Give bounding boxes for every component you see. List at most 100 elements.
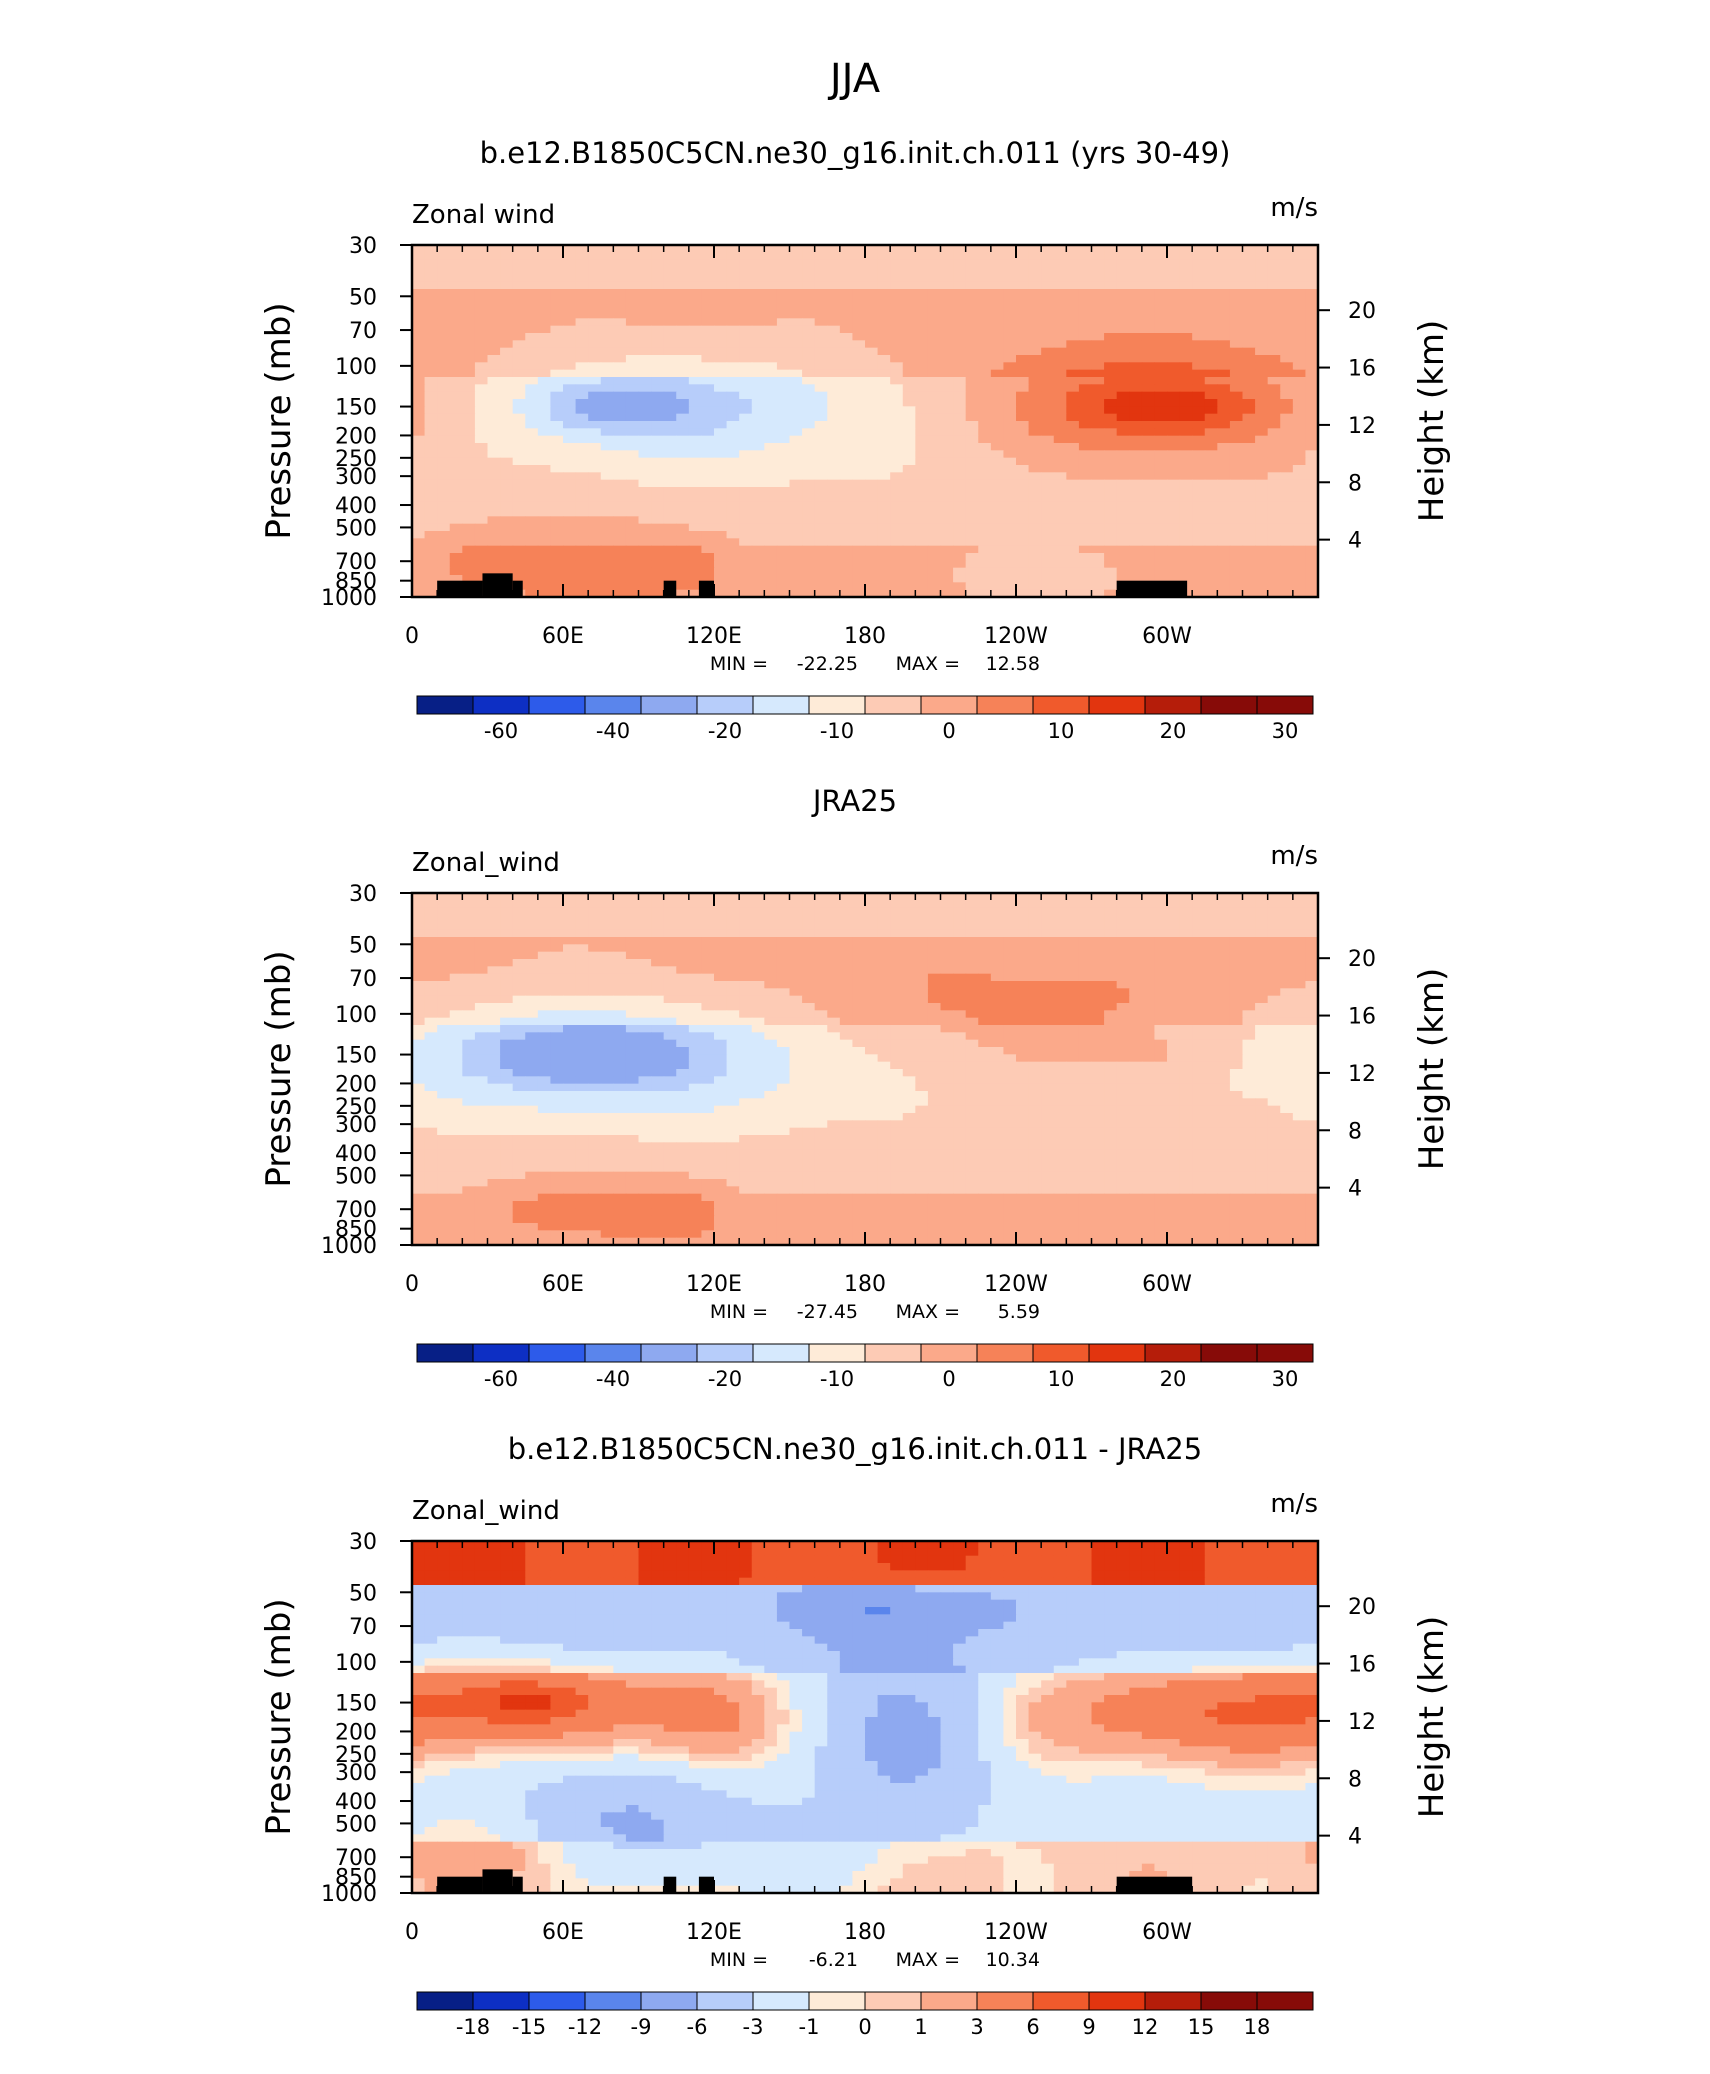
field-cell (512, 421, 526, 429)
field-cell (1305, 487, 1319, 495)
field-cell (1129, 391, 1143, 400)
field-cell (1091, 281, 1105, 290)
field-cell (902, 340, 916, 349)
field-cell (462, 289, 476, 297)
field-cell (1028, 362, 1042, 371)
field-cell (600, 1017, 614, 1026)
field-cell (1078, 545, 1093, 554)
field-cell (1217, 274, 1231, 283)
field-cell (877, 399, 891, 407)
field-cell (600, 274, 614, 283)
field-cell (449, 245, 463, 253)
field-cell (1179, 937, 1193, 945)
field-cell (865, 494, 879, 503)
field-cell (1217, 545, 1231, 554)
field-cell (827, 981, 841, 989)
field-cell (1003, 479, 1017, 488)
field-cell (588, 501, 602, 510)
field-cell (437, 377, 451, 385)
field-cell (953, 303, 967, 312)
field-cell (1167, 252, 1181, 261)
field-cell (1267, 981, 1281, 989)
field-cell (953, 347, 967, 356)
field-cell (852, 413, 866, 422)
field-cell (1104, 988, 1118, 997)
field-cell (663, 973, 677, 982)
field-cell (512, 1017, 526, 1026)
field-cell (462, 399, 476, 407)
field-cell (1154, 1017, 1168, 1026)
field-cell (978, 289, 992, 297)
field-cell (802, 391, 816, 400)
field-cell (1129, 325, 1143, 334)
field-cell (550, 428, 564, 437)
field-cell (714, 259, 728, 268)
field-cell (764, 333, 778, 341)
field-cell (1280, 545, 1294, 554)
field-cell (965, 1003, 979, 1011)
field-cell (965, 973, 979, 982)
field-cell (462, 303, 476, 312)
field-cell (927, 538, 942, 547)
field-cell (839, 465, 854, 473)
field-cell (1041, 531, 1055, 539)
field-cell (1066, 501, 1080, 510)
field-cell (1267, 951, 1281, 960)
field-cell (1305, 303, 1319, 312)
field-cell (512, 465, 526, 473)
field-cell (1242, 325, 1256, 334)
field-cell (739, 915, 753, 923)
field-cell (978, 509, 992, 517)
field-cell (1204, 333, 1218, 341)
field-cell (965, 479, 979, 488)
field-cell (1154, 325, 1168, 334)
field-cell (537, 959, 552, 967)
field-cell (1091, 487, 1105, 495)
field-cell (625, 567, 640, 576)
field-cell (940, 981, 954, 989)
field-cell (1167, 575, 1181, 583)
field-cell (625, 472, 640, 481)
field-cell (663, 296, 677, 305)
field-cell (1091, 289, 1105, 297)
field-cell (978, 553, 992, 561)
field-cell (663, 988, 677, 997)
field-cell (638, 406, 652, 415)
field-cell (776, 929, 791, 938)
field-cell (676, 259, 690, 268)
field-cell (714, 1017, 728, 1026)
field-cell (1078, 516, 1093, 525)
field-cell (613, 973, 627, 982)
field-cell (1192, 384, 1206, 393)
field-cell (1078, 450, 1093, 459)
field-cell (1179, 516, 1193, 525)
field-cell (1292, 245, 1307, 253)
field-cell (1016, 560, 1030, 569)
field-cell (474, 567, 489, 576)
field-cell (1280, 944, 1294, 953)
field-cell (814, 1025, 828, 1033)
field-cell (487, 1003, 501, 1011)
field-cell (776, 274, 791, 283)
field-cell (739, 472, 753, 481)
field-cell (688, 509, 703, 517)
field-cell (701, 413, 715, 422)
field-cell (927, 369, 942, 378)
field-cell (412, 428, 426, 437)
field-cell (1280, 589, 1294, 598)
field-cell (1204, 406, 1218, 415)
field-cell (1016, 944, 1030, 953)
field-cell (449, 274, 463, 283)
field-cell (814, 259, 828, 268)
field-cell (865, 311, 879, 319)
field-cell (1167, 487, 1181, 495)
field-cell (676, 325, 690, 334)
field-cell (1053, 303, 1067, 312)
field-cell (915, 509, 929, 517)
field-cell (902, 907, 916, 916)
field-cell (1028, 582, 1042, 591)
field-cell (462, 1010, 476, 1019)
field-cell (877, 567, 891, 576)
field-cell (1141, 1017, 1156, 1026)
field-cell (739, 457, 753, 466)
